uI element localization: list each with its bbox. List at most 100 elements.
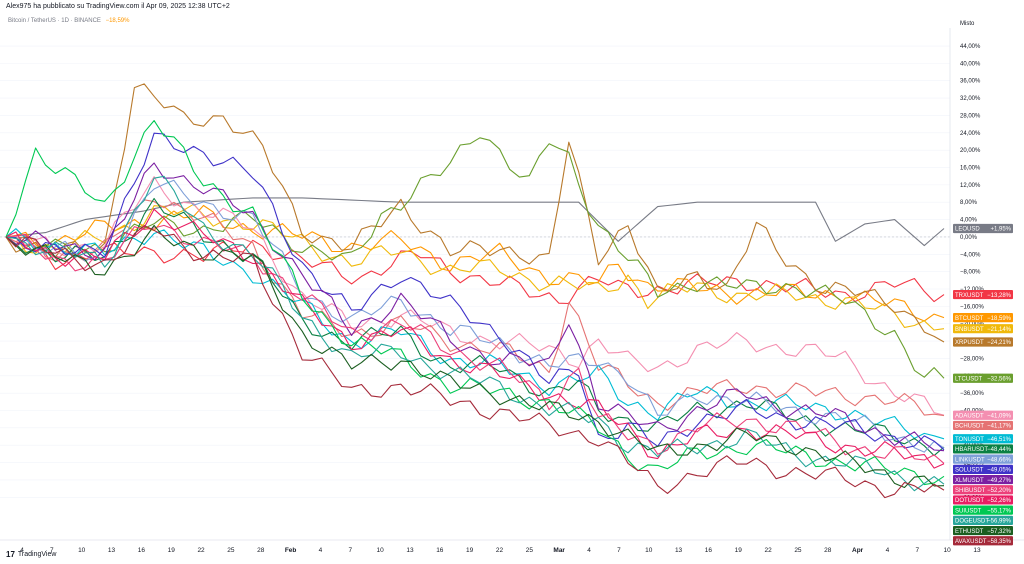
x-tick-label: 19 bbox=[466, 547, 474, 554]
y-tick-label: 12,00% bbox=[960, 183, 981, 189]
price-badge-avaxusdt[interactable]: AVAXUSDT −58,35% bbox=[953, 536, 1013, 546]
price-badge-value: −58,35% bbox=[987, 539, 1012, 545]
y-tick-label: −28,00% bbox=[960, 356, 985, 362]
price-badge-value: +1,95% bbox=[990, 227, 1011, 233]
y-tick-label: 20,00% bbox=[960, 148, 981, 154]
series-line-adausdt[interactable] bbox=[5, 176, 945, 416]
price-badge-symbol: ADAUSDT bbox=[955, 413, 984, 419]
price-badge-symbol: LTCUSDT bbox=[955, 376, 983, 382]
price-badge-ltcusdt[interactable]: LTCUSDT −32,56% bbox=[953, 373, 1013, 383]
price-badge-bg bbox=[953, 420, 1013, 431]
price-badge-bchusdt[interactable]: BCHUSDT −41,17% bbox=[953, 420, 1013, 431]
series-line-trxusdt[interactable] bbox=[5, 236, 945, 305]
series-line-shibusdt[interactable] bbox=[5, 224, 945, 464]
price-badge-bg bbox=[953, 536, 1013, 546]
x-tick-label: 19 bbox=[735, 547, 743, 554]
x-tick-label: 25 bbox=[227, 547, 235, 554]
tradingview-brand[interactable]: 17 TradingView bbox=[6, 550, 56, 559]
price-badge-trxusdt[interactable]: TRXUSDT −13,28% bbox=[953, 289, 1013, 300]
price-badge-symbol: TRXUSDT bbox=[955, 293, 984, 299]
price-badge-symbol: XRPUSDT bbox=[955, 340, 984, 346]
price-badge-leousd[interactable]: LEOUSD +1,95% bbox=[953, 223, 1013, 234]
x-tick-label: 7 bbox=[50, 547, 54, 554]
symbol-legend[interactable]: Bitcoin / TetherUS · 1D · BINANCE −18,59… bbox=[8, 18, 129, 24]
series-line-bchusdt[interactable] bbox=[5, 199, 945, 417]
price-badge-symbol: LINKUSDT bbox=[955, 457, 985, 463]
series-line-linkusdt[interactable] bbox=[5, 179, 945, 453]
y-tick-label: 4,00% bbox=[960, 218, 978, 224]
y-tick-label: 16,00% bbox=[960, 166, 981, 172]
y-tick-label: 8,00% bbox=[960, 200, 978, 206]
series-line-hbarusdt[interactable] bbox=[5, 197, 945, 457]
price-badge-value: −56,99% bbox=[987, 519, 1012, 525]
tradingview-logo-icon: 17 bbox=[6, 550, 15, 559]
price-badge-hbarusdt[interactable]: HBARUSDT −48,44% bbox=[953, 444, 1013, 454]
price-badge-value: −52,20% bbox=[987, 488, 1012, 494]
plot-area[interactable] bbox=[0, 28, 950, 540]
price-badge-ethusdt[interactable]: ETHUSDT −57,32% bbox=[953, 525, 1013, 536]
price-badge-suiusdt[interactable]: SUIUSDT −55,17% bbox=[953, 505, 1013, 515]
series-line-xrpusdt[interactable] bbox=[5, 83, 945, 343]
price-badge-xlmusdt[interactable]: XLMUSDT −49,27% bbox=[953, 474, 1013, 485]
x-tick-label: 10 bbox=[944, 547, 952, 554]
price-badge-value: −48,44% bbox=[987, 447, 1012, 453]
price-badge-bnbusdt[interactable]: BNBUSDT −21,14% bbox=[953, 324, 1013, 334]
axis-mode-label[interactable]: Misto bbox=[960, 21, 975, 27]
x-tick-label: Apr bbox=[852, 547, 864, 554]
y-tick-label: −16,00% bbox=[960, 304, 985, 310]
x-tick-label: 25 bbox=[526, 547, 534, 554]
price-badge-value: −57,32% bbox=[987, 529, 1012, 535]
price-badge-btcusdt[interactable]: BTCUSDT −18,59% bbox=[953, 313, 1013, 323]
series-lines bbox=[5, 83, 945, 499]
price-badge-value: −55,17% bbox=[987, 508, 1012, 514]
price-badge-bg bbox=[953, 515, 1013, 525]
price-axis-ticks: 44,00% 40,00% 36,00% 32,00% 28,00% 24,00% 20,0… bbox=[960, 44, 985, 501]
price-badge-bg bbox=[953, 525, 1013, 536]
price-badge-symbol: AVAXUSDT bbox=[955, 539, 987, 545]
price-badge-adausdt[interactable]: ADAUSDT −41,09% bbox=[953, 410, 1013, 420]
price-badge-tonusdt[interactable]: TONUSDT −46,51% bbox=[953, 434, 1013, 444]
series-line-tonusdt[interactable] bbox=[5, 228, 945, 440]
price-badge-solusdt[interactable]: SOLUSDT −49,05% bbox=[953, 464, 1013, 474]
series-line-xlmusdt[interactable] bbox=[5, 162, 945, 452]
series-line-avaxusdt[interactable] bbox=[5, 225, 945, 499]
price-badge-symbol: ETHUSDT bbox=[955, 529, 984, 535]
brand-name: TradingView bbox=[17, 551, 57, 558]
price-badge-xrpusdt[interactable]: XRPUSDT −24,21% bbox=[953, 337, 1013, 347]
y-tick-label: 28,00% bbox=[960, 113, 981, 119]
x-tick-label: 16 bbox=[436, 547, 444, 554]
price-badge-shibusdt[interactable]: SHIBUSDT −52,20% bbox=[953, 485, 1013, 495]
x-tick-label: 4 bbox=[319, 547, 323, 554]
price-badge-dotusdt[interactable]: DOTUSDT −52,26% bbox=[953, 495, 1013, 505]
price-badge-symbol: SUIUSDT bbox=[955, 508, 982, 514]
price-badge-value: −18,59% bbox=[987, 316, 1012, 322]
price-badge-bg bbox=[953, 373, 1013, 383]
price-badge-bg bbox=[953, 223, 1013, 234]
price-badge-value: −41,17% bbox=[987, 424, 1012, 430]
x-tick-label: 4 bbox=[587, 547, 591, 554]
series-line-dotusdt[interactable] bbox=[5, 208, 945, 469]
x-tick-label: 13 bbox=[973, 547, 981, 554]
series-line-dogeusdt[interactable] bbox=[5, 175, 945, 492]
x-tick-label: 10 bbox=[377, 547, 385, 554]
x-tick-label: Mar bbox=[553, 547, 565, 554]
x-tick-label: 28 bbox=[824, 547, 832, 554]
price-badge-symbol: DOTUSDT bbox=[955, 498, 984, 504]
price-badge-bg bbox=[953, 485, 1013, 495]
y-tick-label: −36,00% bbox=[960, 391, 985, 397]
published-by-text: Alex975 ha pubblicato su TradingView.com… bbox=[6, 3, 230, 10]
x-tick-label: 4 bbox=[20, 547, 24, 554]
symbol-name: Bitcoin / TetherUS · 1D · BINANCE bbox=[8, 18, 101, 24]
price-badge-symbol: SHIBUSDT bbox=[955, 488, 986, 494]
x-tick-label: 13 bbox=[675, 547, 683, 554]
price-badge-symbol: BNBUSDT bbox=[955, 327, 984, 333]
price-badge-value: −49,05% bbox=[987, 468, 1012, 474]
price-badge-value: −21,14% bbox=[987, 327, 1012, 333]
price-badge-linkusdt[interactable]: LINKUSDT −48,66% bbox=[953, 454, 1013, 464]
price-badge-symbol: HBARUSDT bbox=[955, 447, 988, 453]
price-badge-bg bbox=[953, 505, 1013, 515]
price-badge-dogeusdt[interactable]: DOGEUSDT−56,99% bbox=[953, 515, 1013, 525]
x-tick-label: 10 bbox=[78, 547, 86, 554]
price-badge-bg bbox=[953, 410, 1013, 420]
